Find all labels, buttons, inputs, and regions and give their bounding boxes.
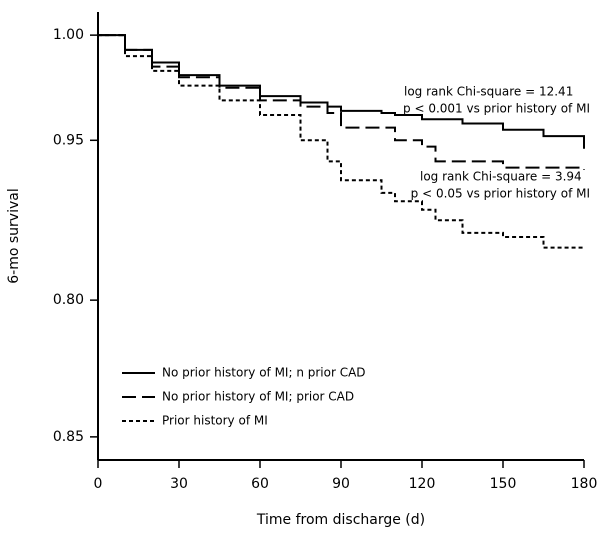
x-tick-label: 180 xyxy=(571,476,598,492)
survival-line xyxy=(98,34,584,249)
annotation: p < 0.001 vs prior history of MI xyxy=(403,102,590,116)
y-tick-label: 0.85 xyxy=(53,429,84,445)
y-tick-label: 0.95 xyxy=(53,132,84,148)
x-tick-label: 150 xyxy=(490,476,517,492)
legend-label: No prior history of MI; prior CAD xyxy=(162,390,354,404)
annotation: p < 0.05 vs prior history of MI xyxy=(411,187,590,201)
annotation: log rank Chi-square = 12.41 xyxy=(404,85,573,99)
annotation: log rank Chi-square = 3.94 xyxy=(420,170,582,184)
x-tick-label: 0 xyxy=(94,476,103,492)
y-tick-label: 1.00 xyxy=(53,27,84,43)
x-tick-label: 90 xyxy=(332,476,350,492)
x-tick-label: 30 xyxy=(170,476,188,492)
y-tick-label: 0.80 xyxy=(53,292,84,308)
x-axis-label: Time from discharge (d) xyxy=(256,512,425,528)
x-tick-label: 60 xyxy=(251,476,269,492)
survival-line xyxy=(98,34,585,170)
legend-label: Prior history of MI xyxy=(162,414,268,428)
y-axis-label: 6-mo survival xyxy=(6,188,22,283)
legend-label: No prior history of MI; n prior CAD xyxy=(162,366,366,380)
x-tick-label: 120 xyxy=(409,476,436,492)
survival-line xyxy=(98,34,585,149)
